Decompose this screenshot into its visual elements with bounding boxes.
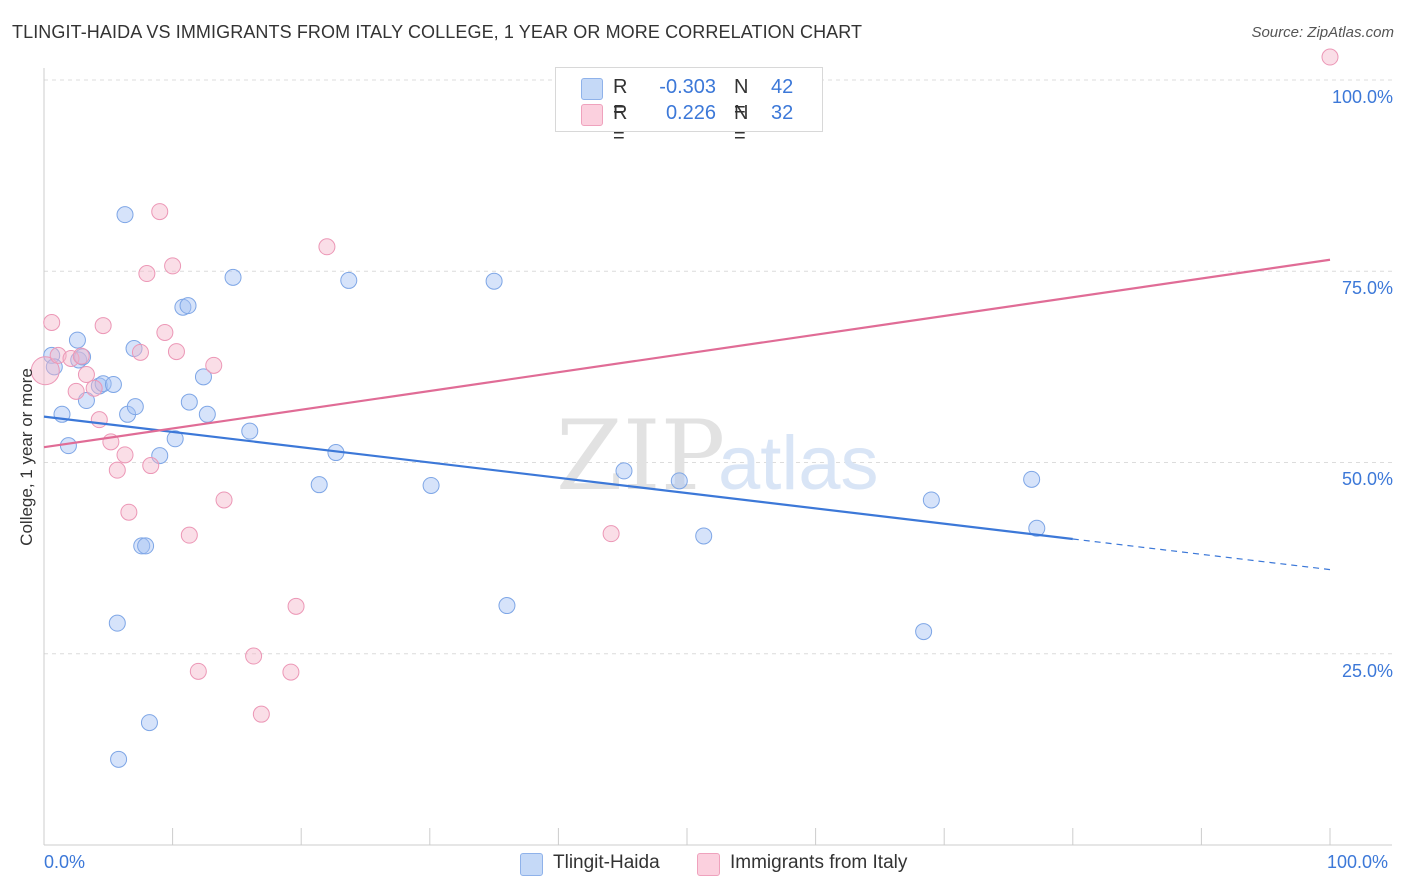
r-value: -0.303 bbox=[659, 76, 716, 98]
point-tlingit-haida bbox=[140, 714, 158, 732]
point-immigrants-italy bbox=[62, 349, 80, 367]
x-tick-label: 0.0% bbox=[44, 852, 86, 872]
point-tlingit-haida bbox=[59, 437, 77, 455]
n-value: 32 bbox=[771, 102, 794, 124]
trend-line-immigrants-italy bbox=[43, 258, 1331, 449]
point-immigrants-italy bbox=[167, 343, 185, 361]
source-label: Source: ZipAtlas.com bbox=[1251, 24, 1394, 41]
point-immigrants-italy bbox=[151, 203, 169, 221]
point-tlingit-haida bbox=[108, 614, 126, 632]
point-immigrants-italy bbox=[116, 446, 134, 464]
point-immigrants-italy bbox=[142, 457, 160, 475]
legend-swatch-pink bbox=[697, 853, 720, 876]
point-tlingit-haida bbox=[110, 750, 128, 768]
point-immigrants-italy bbox=[43, 314, 61, 332]
point-immigrants-italy bbox=[131, 343, 149, 361]
point-immigrants-italy bbox=[49, 346, 67, 364]
legend-label: Immigrants from Italy bbox=[730, 852, 908, 873]
y-tick-label: 50.0% bbox=[1341, 469, 1393, 489]
point-immigrants-italy bbox=[94, 317, 112, 335]
point-immigrants-italy bbox=[77, 366, 95, 384]
legend-swatch-blue bbox=[581, 78, 603, 100]
y-axis-label: College, 1 year or more bbox=[17, 368, 36, 546]
point-tlingit-haida bbox=[224, 268, 242, 286]
point-immigrants-italy bbox=[287, 597, 305, 615]
point-immigrants-italy bbox=[602, 525, 620, 543]
x-tick-label: 100.0% bbox=[1327, 852, 1389, 872]
r-label: R = bbox=[613, 76, 628, 121]
point-tlingit-haida bbox=[137, 537, 155, 555]
point-immigrants-italy bbox=[85, 379, 103, 397]
n-label: N = bbox=[734, 102, 749, 147]
point-tlingit-haida bbox=[695, 527, 713, 545]
point-tlingit-haida bbox=[1028, 519, 1046, 537]
y-tick-label: 100.0% bbox=[1331, 87, 1393, 107]
point-tlingit-haida bbox=[915, 623, 933, 641]
point-tlingit-haida bbox=[485, 272, 503, 290]
point-immigrants-italy bbox=[180, 526, 198, 544]
point-immigrants-italy bbox=[67, 382, 85, 400]
point-tlingit-haida bbox=[180, 393, 198, 411]
point-tlingit-haida bbox=[104, 375, 122, 393]
n-value: 42 bbox=[771, 76, 794, 98]
point-immigrants-italy bbox=[138, 265, 156, 283]
point-tlingit-haida bbox=[198, 405, 216, 423]
point-tlingit-haida bbox=[422, 476, 440, 494]
point-immigrants-italy bbox=[318, 238, 336, 256]
point-tlingit-haida bbox=[45, 358, 63, 376]
point-tlingit-haida bbox=[116, 206, 134, 224]
point-immigrants-italy bbox=[252, 705, 270, 723]
point-tlingit-haida bbox=[340, 271, 358, 289]
point-tlingit-haida bbox=[166, 430, 184, 448]
point-tlingit-haida bbox=[133, 537, 151, 555]
point-immigrants-italy bbox=[90, 411, 108, 429]
trend-line-tlingit-haida bbox=[43, 415, 1073, 541]
point-immigrants-italy bbox=[205, 356, 223, 374]
data-points bbox=[30, 48, 1339, 768]
point-tlingit-haida bbox=[498, 597, 516, 615]
legend-label: Tlingit-Haida bbox=[553, 852, 660, 873]
watermark-atlas: atlas bbox=[718, 421, 879, 506]
legend-swatch-pink bbox=[581, 104, 603, 126]
point-immigrants-italy bbox=[30, 356, 60, 386]
point-immigrants-italy bbox=[215, 491, 233, 509]
point-immigrants-italy bbox=[189, 662, 207, 680]
point-tlingit-haida bbox=[615, 462, 633, 480]
point-tlingit-haida bbox=[241, 422, 259, 440]
point-immigrants-italy bbox=[164, 257, 182, 275]
chart-title: TLINGIT-HAIDA VS IMMIGRANTS FROM ITALY C… bbox=[12, 22, 863, 42]
point-immigrants-italy bbox=[245, 647, 263, 665]
correlation-legend: R = -0.303 N = 42 R = 0.226 N = 32 bbox=[555, 67, 823, 147]
point-tlingit-haida bbox=[194, 368, 212, 386]
y-tick-label: 25.0% bbox=[1341, 661, 1393, 681]
point-immigrants-italy bbox=[120, 503, 138, 521]
y-tick-label: 75.0% bbox=[1341, 278, 1393, 298]
trend-lines bbox=[43, 258, 1331, 571]
point-tlingit-haida bbox=[126, 398, 144, 416]
point-immigrants-italy bbox=[108, 461, 126, 479]
legend-swatch-blue bbox=[520, 853, 543, 876]
point-tlingit-haida bbox=[68, 331, 86, 349]
point-immigrants-italy bbox=[1321, 48, 1339, 66]
point-tlingit-haida bbox=[670, 472, 688, 490]
point-immigrants-italy bbox=[72, 347, 90, 365]
point-immigrants-italy bbox=[156, 323, 174, 341]
n-label: N = bbox=[734, 76, 749, 121]
r-label: R = bbox=[613, 102, 628, 147]
point-tlingit-haida bbox=[179, 297, 197, 315]
point-tlingit-haida bbox=[1023, 470, 1041, 488]
watermark: ZIP atlas bbox=[556, 400, 879, 512]
axes bbox=[43, 68, 1392, 846]
trend-line-tlingit-haida-extrapolated bbox=[1072, 538, 1331, 571]
point-immigrants-italy bbox=[282, 663, 300, 681]
grid-lines bbox=[44, 79, 1392, 655]
point-tlingit-haida bbox=[310, 476, 328, 494]
r-value: 0.226 bbox=[665, 102, 716, 124]
point-tlingit-haida bbox=[922, 491, 940, 509]
